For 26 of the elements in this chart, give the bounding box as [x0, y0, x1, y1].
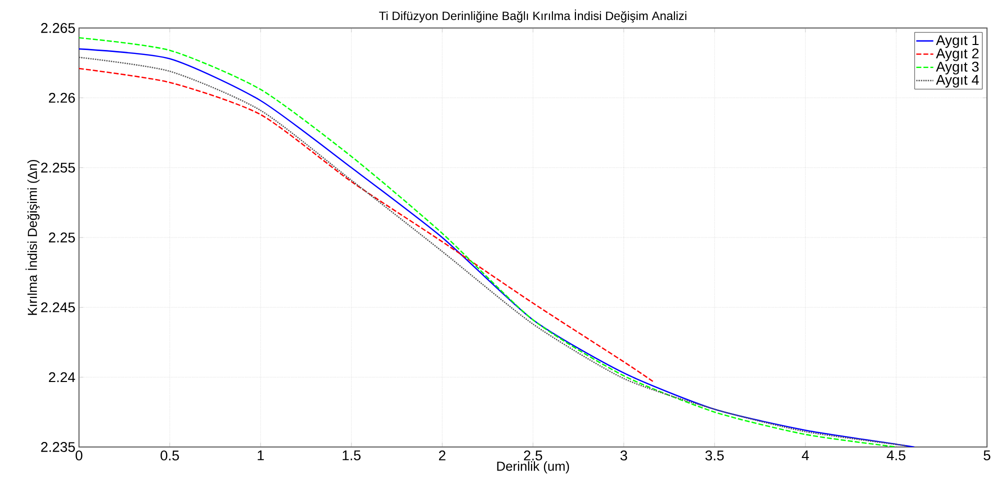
legend-label: Aygıt 1: [936, 35, 979, 48]
x-tick-label: 0: [76, 450, 82, 460]
x-tick-label: 2.5: [524, 450, 542, 460]
x-tick-label: 1: [258, 450, 264, 460]
legend-label: Aygıt 3: [936, 62, 979, 74]
y-tick-label: 2.235: [41, 442, 75, 452]
x-tick-label: 1.5: [342, 450, 361, 460]
y-axis-title: Kırılma İndisi Değişimi (Δn): [26, 160, 40, 315]
chart-title: Ti Difüzyon Derinliğine Bağlı Kırılma İndisi Değişim Analizi: [379, 10, 686, 23]
x-tick-label: 4.5: [886, 450, 906, 460]
legend-label: Aygıt 2: [936, 48, 979, 62]
line-series: [79, 68, 654, 382]
y-tick-label: 2.245: [41, 302, 75, 312]
y-tick-label: 2.26: [48, 92, 75, 103]
x-tick-label: 0.5: [160, 450, 179, 460]
x-tick-label: 5: [984, 450, 990, 460]
x-axis-title: Derinlik (um): [497, 461, 569, 474]
y-tick-label: 2.24: [48, 372, 76, 382]
legend-label: Aygıt 4: [936, 75, 979, 88]
y-tick-label: 2.255: [41, 162, 75, 173]
x-tick-label: 2: [439, 450, 446, 460]
y-tick-label: 2.265: [41, 23, 75, 33]
x-tick-label: 4: [802, 450, 809, 460]
x-tick-label: 3: [620, 450, 628, 460]
x-tick-label: 3.5: [705, 450, 724, 460]
y-tick-label: 2.25: [48, 232, 75, 242]
